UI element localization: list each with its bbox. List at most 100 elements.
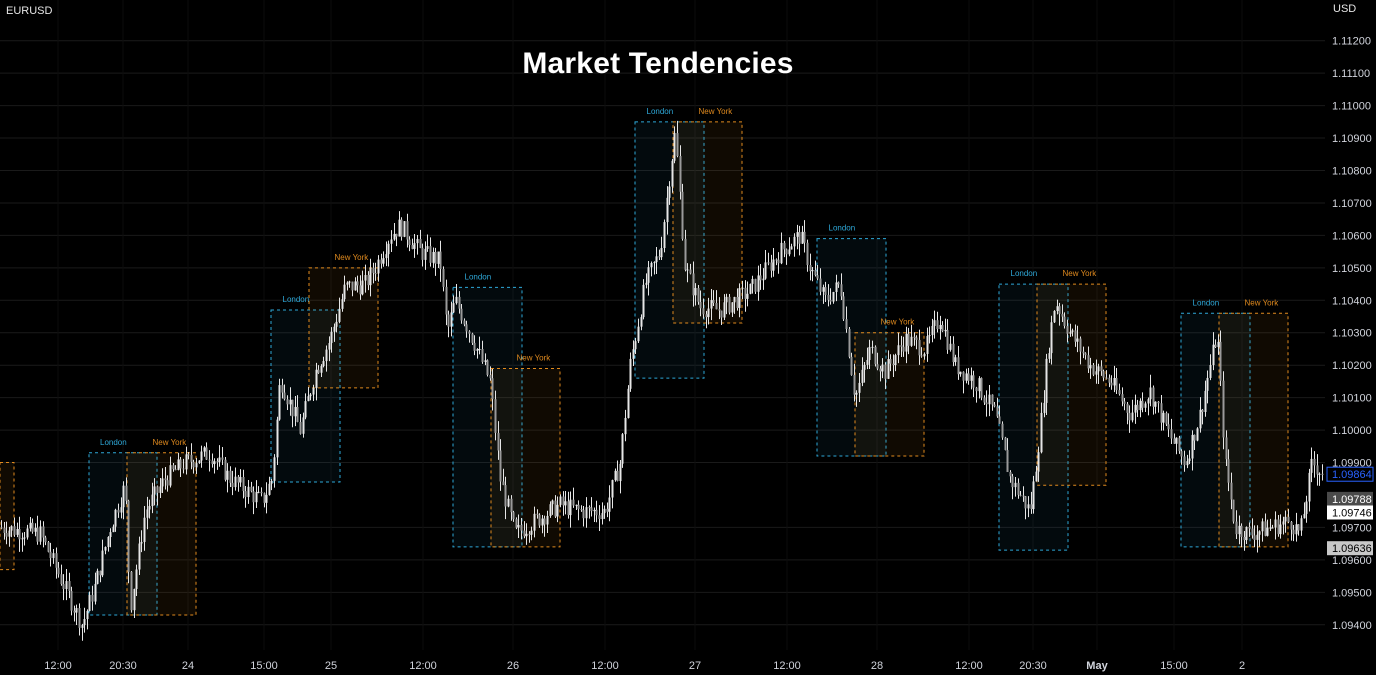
candle-body [1199,409,1202,429]
candle-body [499,450,502,482]
candle-body [673,133,676,161]
candle-body [1071,330,1074,332]
candle-body [504,485,507,507]
candle-body [876,364,879,369]
candle-body [442,269,445,287]
candle-body [512,512,515,520]
candle-body [1178,437,1181,452]
candle-body [1206,377,1209,391]
candle-body [738,288,741,308]
candle-body [1144,403,1147,408]
candle-body [1316,465,1319,475]
candle-body [1102,371,1105,378]
candle-body [109,532,112,538]
candle-body [907,333,910,346]
candle-body [322,361,325,367]
candle-body [616,470,619,482]
new_york-session-label: New York [1063,269,1098,278]
candle-body [1076,338,1079,342]
candle-body [213,461,216,465]
london-session-box [1180,312,1251,548]
candle-body [551,500,554,505]
candle-body [556,504,559,517]
candle-body [494,399,497,433]
candle-body [263,493,266,503]
x-tick-label: 20:30 [109,660,137,672]
candle-body [1204,390,1207,412]
candle-body [1157,401,1160,404]
candle-body [692,273,695,296]
candle-body [697,288,700,302]
new_york-session-label: New York [335,253,370,262]
candle-body [1297,524,1300,531]
candle-body [208,459,211,461]
candle-body [1061,313,1064,317]
candle-body [5,533,8,537]
y-tick-label: 1.10900 [1332,133,1372,145]
price-label-box [1327,541,1373,556]
candle-body [1032,481,1035,510]
y-tick-label: 1.10400 [1332,295,1372,307]
candle-body [94,583,97,602]
candle-body [367,275,370,286]
candle-body [434,251,437,264]
candle-body [1274,519,1277,528]
candle-body [192,461,195,468]
x-tick-label: 12:00 [409,660,437,672]
candle-body [733,296,736,303]
candle-body [946,329,949,350]
candle-body [1045,358,1048,403]
candle-body [73,610,76,613]
candle-body [1027,504,1030,509]
candle-body [710,300,713,309]
candle-body [754,278,757,292]
candle-body [177,459,180,470]
candle-body [1095,371,1098,375]
candle-body [577,504,580,510]
candle-body [660,248,663,258]
candle-body [1014,482,1017,488]
candle-body [967,373,970,381]
candle-body [255,492,258,503]
candle-body [671,160,674,187]
symbol-label[interactable]: EURUSD [6,5,53,17]
new_york-session-box [854,332,925,457]
candle-body [159,486,162,493]
candle-body [151,494,154,507]
candle-body [1149,387,1152,400]
candle-body [1235,521,1238,535]
y-tick-label: 1.09600 [1332,555,1372,567]
candle-body [296,406,299,422]
candle-body [530,530,533,535]
candle-body [858,382,861,393]
price-label: 1.09746 [1332,508,1372,520]
candle-body [426,246,429,249]
candle-body [179,459,182,469]
candle-body [931,325,934,336]
candle-body [1089,365,1092,369]
candle-body [408,239,411,246]
candle-body [829,299,832,302]
candle-body [424,248,427,260]
candle-body [291,399,294,417]
candle-body [705,314,708,318]
candle-body [993,404,996,407]
candle-body [681,191,684,239]
candle-body [1232,499,1235,522]
candle-body [1105,377,1108,379]
candle-body [1300,518,1303,531]
candle-body [741,287,744,289]
candle-body [164,478,167,481]
new_york-session-label: New York [517,353,552,362]
x-tick-label: 25 [325,660,337,672]
candle-body [1165,412,1168,425]
candle-body [42,526,45,538]
candle-body [200,451,203,461]
x-tick-label: 2 [1239,660,1245,672]
candle-body [936,320,939,330]
candle-body [1321,473,1324,475]
candle-body [307,396,310,402]
candle-body [647,267,650,283]
candle-body [125,485,128,501]
